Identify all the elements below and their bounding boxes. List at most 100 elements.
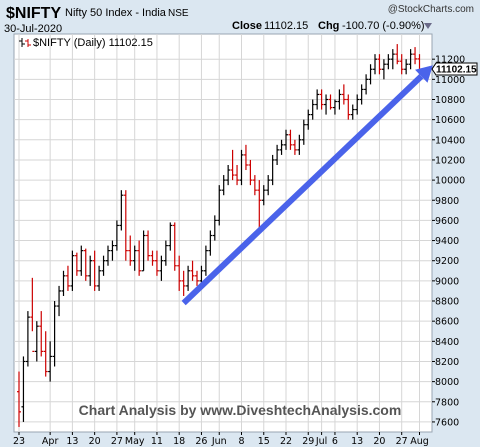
ohlc-bar: [341, 84, 346, 105]
ohlc-bar: [212, 215, 217, 241]
ohlc-bar: [390, 49, 395, 70]
x-tick-label: 29: [302, 436, 314, 447]
ohlc-bar: [141, 230, 146, 272]
x-tick-label: 8: [238, 436, 244, 447]
x-tick-label: 22: [280, 436, 292, 447]
ohlc-bar: [21, 356, 26, 422]
ohlc-bar: [70, 250, 75, 291]
y-tick-label: 10000: [435, 176, 465, 187]
chg-value: -100.70 (-0.90%): [342, 20, 425, 32]
y-tick-label: 7800: [435, 397, 459, 408]
y-tick-label: 9200: [435, 256, 459, 267]
ohlc-bar: [79, 245, 84, 276]
ohlc-bar: [399, 54, 404, 75]
ohlc-bar: [364, 74, 369, 95]
legend-label: $NIFTY (Daily) 11102.15: [33, 37, 153, 49]
chart-date: 30-Jul-2020: [4, 23, 62, 35]
index-name: Nifty 50 Index - India: [65, 7, 167, 19]
ohlc-bar: [92, 250, 97, 291]
y-tick-label: 10200: [435, 155, 465, 166]
y-tick-label: 10600: [435, 115, 465, 126]
y-tick-label: 11000: [435, 75, 465, 86]
x-tick-label: 6: [332, 436, 338, 447]
ohlc-bar: [48, 341, 53, 382]
ohlc-bar: [203, 245, 208, 276]
y-tick-label: 9400: [435, 236, 459, 247]
exchange-label: NSE: [168, 8, 189, 19]
ohlc-bar: [395, 44, 400, 65]
ohlc-bar: [114, 220, 119, 251]
ohlc-bar: [154, 250, 159, 276]
ohlc-bar: [235, 164, 240, 186]
x-tick-label: Aug: [410, 436, 429, 447]
ohlc-bar: [279, 139, 284, 155]
y-tick-label: 9000: [435, 276, 459, 287]
ohlc-bar: [359, 84, 364, 105]
price-bars: [17, 44, 422, 427]
ohlc-bar: [181, 270, 186, 296]
ohlc-bar: [284, 129, 288, 150]
y-tick-label: 8600: [435, 317, 459, 328]
chg-label: Chg: [318, 20, 339, 32]
ohlc-bar: [61, 270, 66, 296]
last-price-marker: 11102.15: [431, 62, 478, 76]
ohlc-bar: [43, 331, 48, 377]
ohlc-bar: [128, 235, 133, 266]
ohlc-bar: [168, 222, 173, 251]
x-tick-label: Jul: [315, 436, 327, 447]
x-tick-label: 23: [13, 436, 25, 447]
ohlc-bar: [106, 245, 110, 266]
ohlc-bar: [404, 59, 409, 75]
ohlc-bar: [150, 250, 155, 266]
ohlc-bar: [221, 175, 226, 196]
x-tick-label: 26: [195, 436, 207, 447]
ohlc-bar: [34, 321, 39, 362]
y-axis: 7600 7800 8000 8200 8400 8600 8800 9000 9200 9400…: [432, 55, 465, 428]
ohlc-bar: [337, 89, 342, 110]
ohlc-bar: [332, 99, 337, 115]
last-price-label: 11102.15: [436, 65, 477, 76]
y-tick-label: 8200: [435, 357, 459, 368]
x-tick-label: 13: [351, 436, 363, 447]
x-tick-label: 13: [66, 436, 78, 447]
ohlc-bar: [57, 285, 62, 317]
ohlc-bar: [52, 301, 57, 367]
ohlc-bar: [163, 240, 168, 266]
ohlc-bar: [319, 89, 324, 110]
ohlc-bar: [413, 47, 418, 65]
y-tick-label: 10800: [435, 95, 465, 106]
ohlc-bar: [101, 255, 106, 276]
x-tick-label: 20: [373, 436, 385, 447]
chevron-down-icon[interactable]: [424, 23, 432, 29]
y-tick-label: 7600: [435, 417, 459, 428]
x-axis: 23 Apr 13 20 27 May 11 18 26 Jun 8 15 22 29 Jul 6 13 20 27…: [13, 432, 429, 447]
ohlc-bar: [315, 89, 320, 110]
ohlc-bar: [88, 255, 93, 286]
ohlc-bar: [266, 175, 271, 196]
ohlc-bar: [159, 255, 164, 281]
ohlc-bar: [195, 270, 199, 286]
ohlc-bar: [261, 185, 266, 206]
ohlc-bar: [377, 54, 382, 75]
ohlc-bar: [257, 180, 262, 231]
ohlc-bar: [177, 255, 182, 291]
y-tick-label: 8400: [435, 337, 459, 348]
y-tick-label: 9800: [435, 196, 459, 207]
ohlc-bar: [239, 149, 244, 186]
ohlc-bar: [65, 265, 70, 291]
x-tick-label: 18: [173, 436, 185, 447]
x-tick-label: Jun: [211, 436, 227, 447]
x-tick-label: 20: [89, 436, 101, 447]
ohlc-bar: [297, 134, 302, 155]
ohlc-bar: [30, 277, 35, 352]
legend: $NIFTY (Daily) 11102.15: [19, 37, 153, 49]
ohlc-bar: [324, 94, 329, 115]
ohlc-bar: [243, 144, 248, 171]
ohlc-bar: [226, 164, 231, 186]
ohlc-bar: [373, 54, 377, 75]
ohlc-bar: [83, 248, 88, 281]
y-tick-label: 8000: [435, 377, 459, 388]
x-tick-label: 11: [151, 436, 163, 447]
close-label: Close: [232, 20, 262, 32]
